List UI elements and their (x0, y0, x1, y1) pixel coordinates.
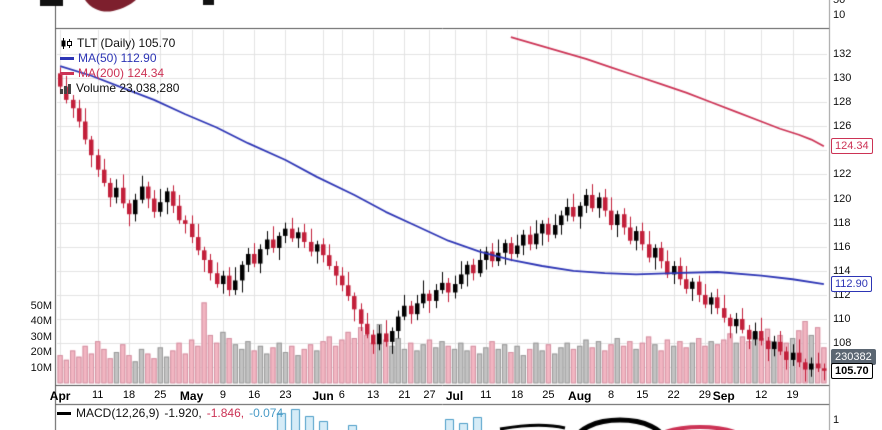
price-axis-label: 120 (833, 192, 852, 205)
date-axis-label: 13 (367, 389, 380, 401)
volume-value-badge: 230382 (831, 349, 876, 366)
price-axis-label: 122 (833, 168, 852, 181)
volume-axis-label: 40M (30, 315, 52, 327)
date-axis-label: 25 (154, 389, 167, 401)
date-axis-label: May (179, 389, 204, 403)
legend-ma200-row: MA(200) 124.34 (60, 66, 179, 81)
legend-volume-row: Volume 23,038,280 (60, 81, 179, 96)
price-axis-label: 118 (833, 216, 851, 229)
date-axis-label: 11 (480, 389, 492, 401)
upper-pane-axis-label: 10 (833, 9, 846, 21)
date-axis-label: 23 (279, 389, 292, 401)
date-axis-label: 18 (510, 389, 524, 401)
price-axis-label: 128 (833, 96, 852, 109)
date-axis-label: 8 (607, 389, 615, 401)
volume-axis-label: 20M (30, 346, 52, 358)
date-axis-label: Aug (568, 389, 592, 403)
legend-symbol-row: TLT (Daily) 105.70 (60, 36, 179, 51)
ma200-line-swatch (60, 72, 74, 75)
date-axis-label: Jul (445, 389, 464, 403)
price-axis-label: 116 (833, 240, 851, 253)
price-axis-label: 132 (833, 48, 852, 61)
volume-axis-label: 50M (30, 299, 52, 312)
upper-pane-axis-label: 50 (833, 0, 846, 6)
date-axis-label: 6 (338, 389, 345, 401)
ma200-price-badge: 124.34 (831, 138, 873, 155)
date-axis-label: 11 (91, 389, 104, 401)
price-axis-label: 126 (833, 120, 852, 133)
date-axis-label: Jun (312, 389, 334, 403)
date-axis-label: Apr (49, 389, 71, 403)
date-axis-label: 9 (219, 389, 226, 401)
date-axis-label: 15 (636, 389, 649, 401)
macd-label: MACD(12,26,9) (76, 406, 160, 420)
date-axis-label: 22 (667, 389, 680, 401)
macd-histogram-value: -0.074 (249, 406, 284, 420)
date-axis-label: 12 (755, 389, 768, 401)
price-axis-label: 130 (833, 72, 852, 85)
price-axis-label: 110 (833, 312, 851, 325)
macd-signal-value: -1.846, (206, 406, 245, 420)
macd-value: -1.920, (164, 406, 202, 420)
macd-legend: MACD(12,26,9) -1.920, -1.846, -0.074 (57, 406, 283, 420)
date-axis-label: 18 (122, 389, 136, 401)
chart-legend: TLT (Daily) 105.70 MA(50) 112.90 MA(200)… (60, 36, 179, 96)
date-axis-label: 29 (698, 389, 712, 401)
date-axis-label: 27 (423, 389, 436, 401)
ma50-price-badge: 112.90 (831, 276, 872, 293)
macd-axis-label: 1 (833, 414, 840, 426)
date-axis-label: 19 (786, 389, 799, 401)
date-axis-label: 25 (542, 389, 555, 401)
legend-ma50-text: MA(50) 112.90 (78, 51, 157, 65)
price-axis-label: 108 (833, 337, 852, 350)
last-price-badge: 105.70 (831, 362, 873, 379)
date-axis-label: Sep (712, 389, 735, 403)
ma50-line-swatch (60, 57, 74, 60)
legend-ma200-text: MA(200) 124.34 (78, 66, 165, 80)
volume-bars-icon (60, 83, 71, 94)
legend-ma50-row: MA(50) 112.90 (60, 51, 179, 66)
macd-line-swatch (57, 411, 71, 415)
volume-axis-label: 30M (30, 330, 52, 343)
date-axis-label: 16 (248, 389, 261, 401)
price-axis-label: 114 (833, 264, 851, 277)
volume-axis-label: 10M (30, 361, 52, 374)
legend-symbol-text: TLT (Daily) 105.70 (77, 36, 176, 50)
candlestick-icon (61, 38, 72, 49)
legend-volume-text: Volume 23,038,280 (76, 81, 180, 95)
date-axis-label: 21 (398, 389, 411, 401)
